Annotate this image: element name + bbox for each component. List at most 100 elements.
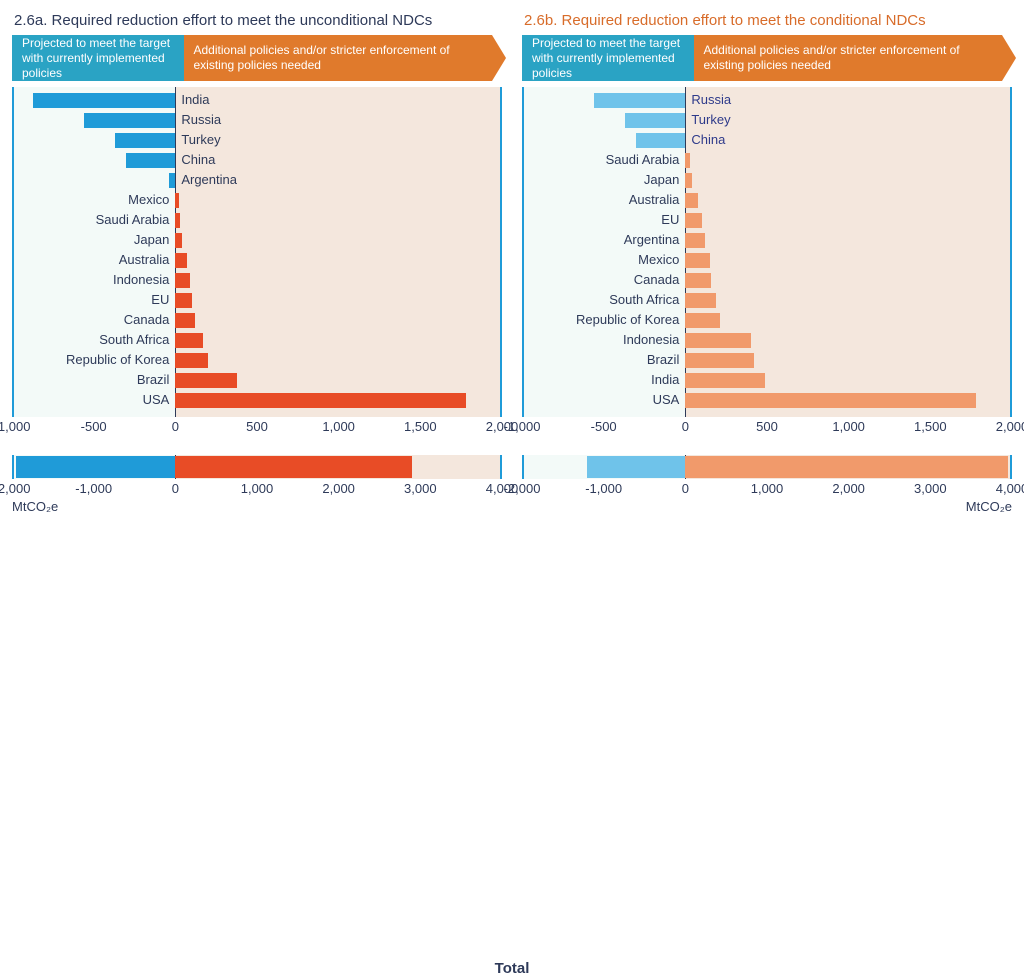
bar-label: Mexico: [128, 192, 169, 207]
bar-label: Saudi Arabia: [606, 152, 680, 167]
axis-tick: 4,000: [996, 481, 1024, 496]
axis-tick: 1,000: [322, 419, 355, 434]
axis-tick: 2,000: [996, 419, 1024, 434]
panel-b-title: 2.6b. Required reduction effort to meet …: [524, 12, 1012, 29]
axis-tick: 1,500: [404, 419, 437, 434]
legend-meets-target: Projected to meet the target with curren…: [522, 35, 694, 81]
bar-label: Japan: [134, 232, 169, 247]
legend-meets-target: Projected to meet the target with curren…: [12, 35, 184, 81]
bar-label: EU: [661, 212, 679, 227]
bar-label: South Africa: [99, 332, 169, 347]
axis-tick: 0: [172, 481, 179, 496]
bar-turkey: [625, 113, 685, 128]
bar-india: [685, 373, 765, 388]
bar-turkey: [115, 133, 175, 148]
bar-india: [33, 93, 175, 108]
total-label: Total: [495, 960, 530, 977]
bar-china: [126, 153, 175, 168]
axis-tick: 500: [756, 419, 778, 434]
legend-right-text: Additional policies and/or stricter enfo…: [194, 43, 483, 73]
legend-left-text: Projected to meet the target with curren…: [532, 36, 684, 81]
bar-label: Brazil: [647, 352, 680, 367]
panel-a-title: 2.6a. Required reduction effort to meet …: [14, 12, 502, 29]
axis-tick: -1,000: [75, 481, 112, 496]
panel-b-axis: -1,000-50005001,0001,5002,000: [522, 419, 1012, 441]
panel-b-total-axis: -2,000-1,00001,0002,0003,0004,000MtCO₂e: [522, 481, 1012, 503]
bar-japan: [685, 173, 692, 188]
bar-japan: [175, 233, 182, 248]
axis-tick: 3,000: [914, 481, 947, 496]
axis-tick: -500: [81, 419, 107, 434]
total-neg-bar: [587, 456, 685, 478]
bar-label: Saudi Arabia: [96, 212, 170, 227]
unit-label: MtCO₂e: [12, 499, 58, 514]
bar-label: India: [181, 92, 209, 107]
bar-label: Indonesia: [113, 272, 169, 287]
bar-indonesia: [175, 273, 190, 288]
bar-label: Canada: [124, 312, 170, 327]
bar-republic-of-korea: [685, 313, 719, 328]
bar-label: Australia: [629, 192, 680, 207]
bar-label: Argentina: [624, 232, 680, 247]
panel-b-legend: Projected to meet the target with curren…: [522, 35, 1012, 81]
axis-tick: -500: [591, 419, 617, 434]
unit-label: MtCO₂e: [966, 499, 1012, 514]
bar-label: India: [651, 372, 679, 387]
bar-label: China: [181, 152, 215, 167]
bar-usa: [175, 393, 466, 408]
bar-saudi-arabia: [175, 213, 180, 228]
bar-label: Japan: [644, 172, 679, 187]
total-pos-bar: [685, 456, 1008, 478]
bar-label: South Africa: [609, 292, 679, 307]
bar-indonesia: [685, 333, 750, 348]
panel-a-total-axis: -2,000-1,00001,0002,0003,0004,000MtCO₂e: [12, 481, 502, 503]
legend-needs-policies: Additional policies and/or stricter enfo…: [184, 35, 493, 81]
bar-label: USA: [143, 392, 170, 407]
axis-tick: 500: [246, 419, 268, 434]
total-pos-bar: [175, 456, 412, 478]
bar-argentina: [169, 173, 176, 188]
panel-a-total-bar: [12, 455, 502, 479]
axis-tick: 0: [682, 481, 689, 496]
bar-canada: [685, 273, 711, 288]
bar-label: Turkey: [181, 132, 220, 147]
bar-label: Turkey: [691, 112, 730, 127]
legend-right-text: Additional policies and/or stricter enfo…: [704, 43, 993, 73]
bar-label: Republic of Korea: [576, 312, 679, 327]
bar-label: Russia: [691, 92, 731, 107]
panel-a-chart: IndiaRussiaTurkeyChinaArgentinaMexicoSau…: [12, 87, 502, 417]
bar-label: Canada: [634, 272, 680, 287]
bar-south-africa: [175, 333, 203, 348]
panel-b-chart: Russia Turkey China Saudi Arabia Japan Austra…: [522, 87, 1012, 417]
panel-b-total-bar: [522, 455, 1012, 479]
axis-tick: 2,000: [322, 481, 355, 496]
bar-label: China: [691, 132, 725, 147]
chart-pair: 2.6a. Required reduction effort to meet …: [12, 12, 1012, 503]
bar-south-africa: [685, 293, 716, 308]
legend-left-text: Projected to meet the target with curren…: [22, 36, 174, 81]
bar-brazil: [175, 373, 237, 388]
bar-label: Australia: [119, 252, 170, 267]
panel-conditional: 2.6b. Required reduction effort to meet …: [522, 12, 1012, 503]
axis-tick: -2,000: [504, 481, 541, 496]
axis-tick: 1,500: [914, 419, 947, 434]
bar-saudi-arabia: [685, 153, 690, 168]
bar-usa: [685, 393, 976, 408]
axis-tick: 1,000: [832, 419, 865, 434]
bar-republic-of-korea: [175, 353, 208, 368]
bar-brazil: [685, 353, 754, 368]
bar-label: EU: [151, 292, 169, 307]
panel-unconditional: 2.6a. Required reduction effort to meet …: [12, 12, 502, 503]
bar-australia: [685, 193, 698, 208]
bar-label: Brazil: [137, 372, 170, 387]
bar-label: Mexico: [638, 252, 679, 267]
axis-tick: 3,000: [404, 481, 437, 496]
bar-russia: [594, 93, 685, 108]
axis-tick: 0: [682, 419, 689, 434]
bar-eu: [685, 213, 701, 228]
bar-label: Republic of Korea: [66, 352, 169, 367]
bar-label: Argentina: [181, 172, 237, 187]
bar-china: [636, 133, 685, 148]
bar-label: Indonesia: [623, 332, 679, 347]
total-neg-bar: [16, 456, 175, 478]
